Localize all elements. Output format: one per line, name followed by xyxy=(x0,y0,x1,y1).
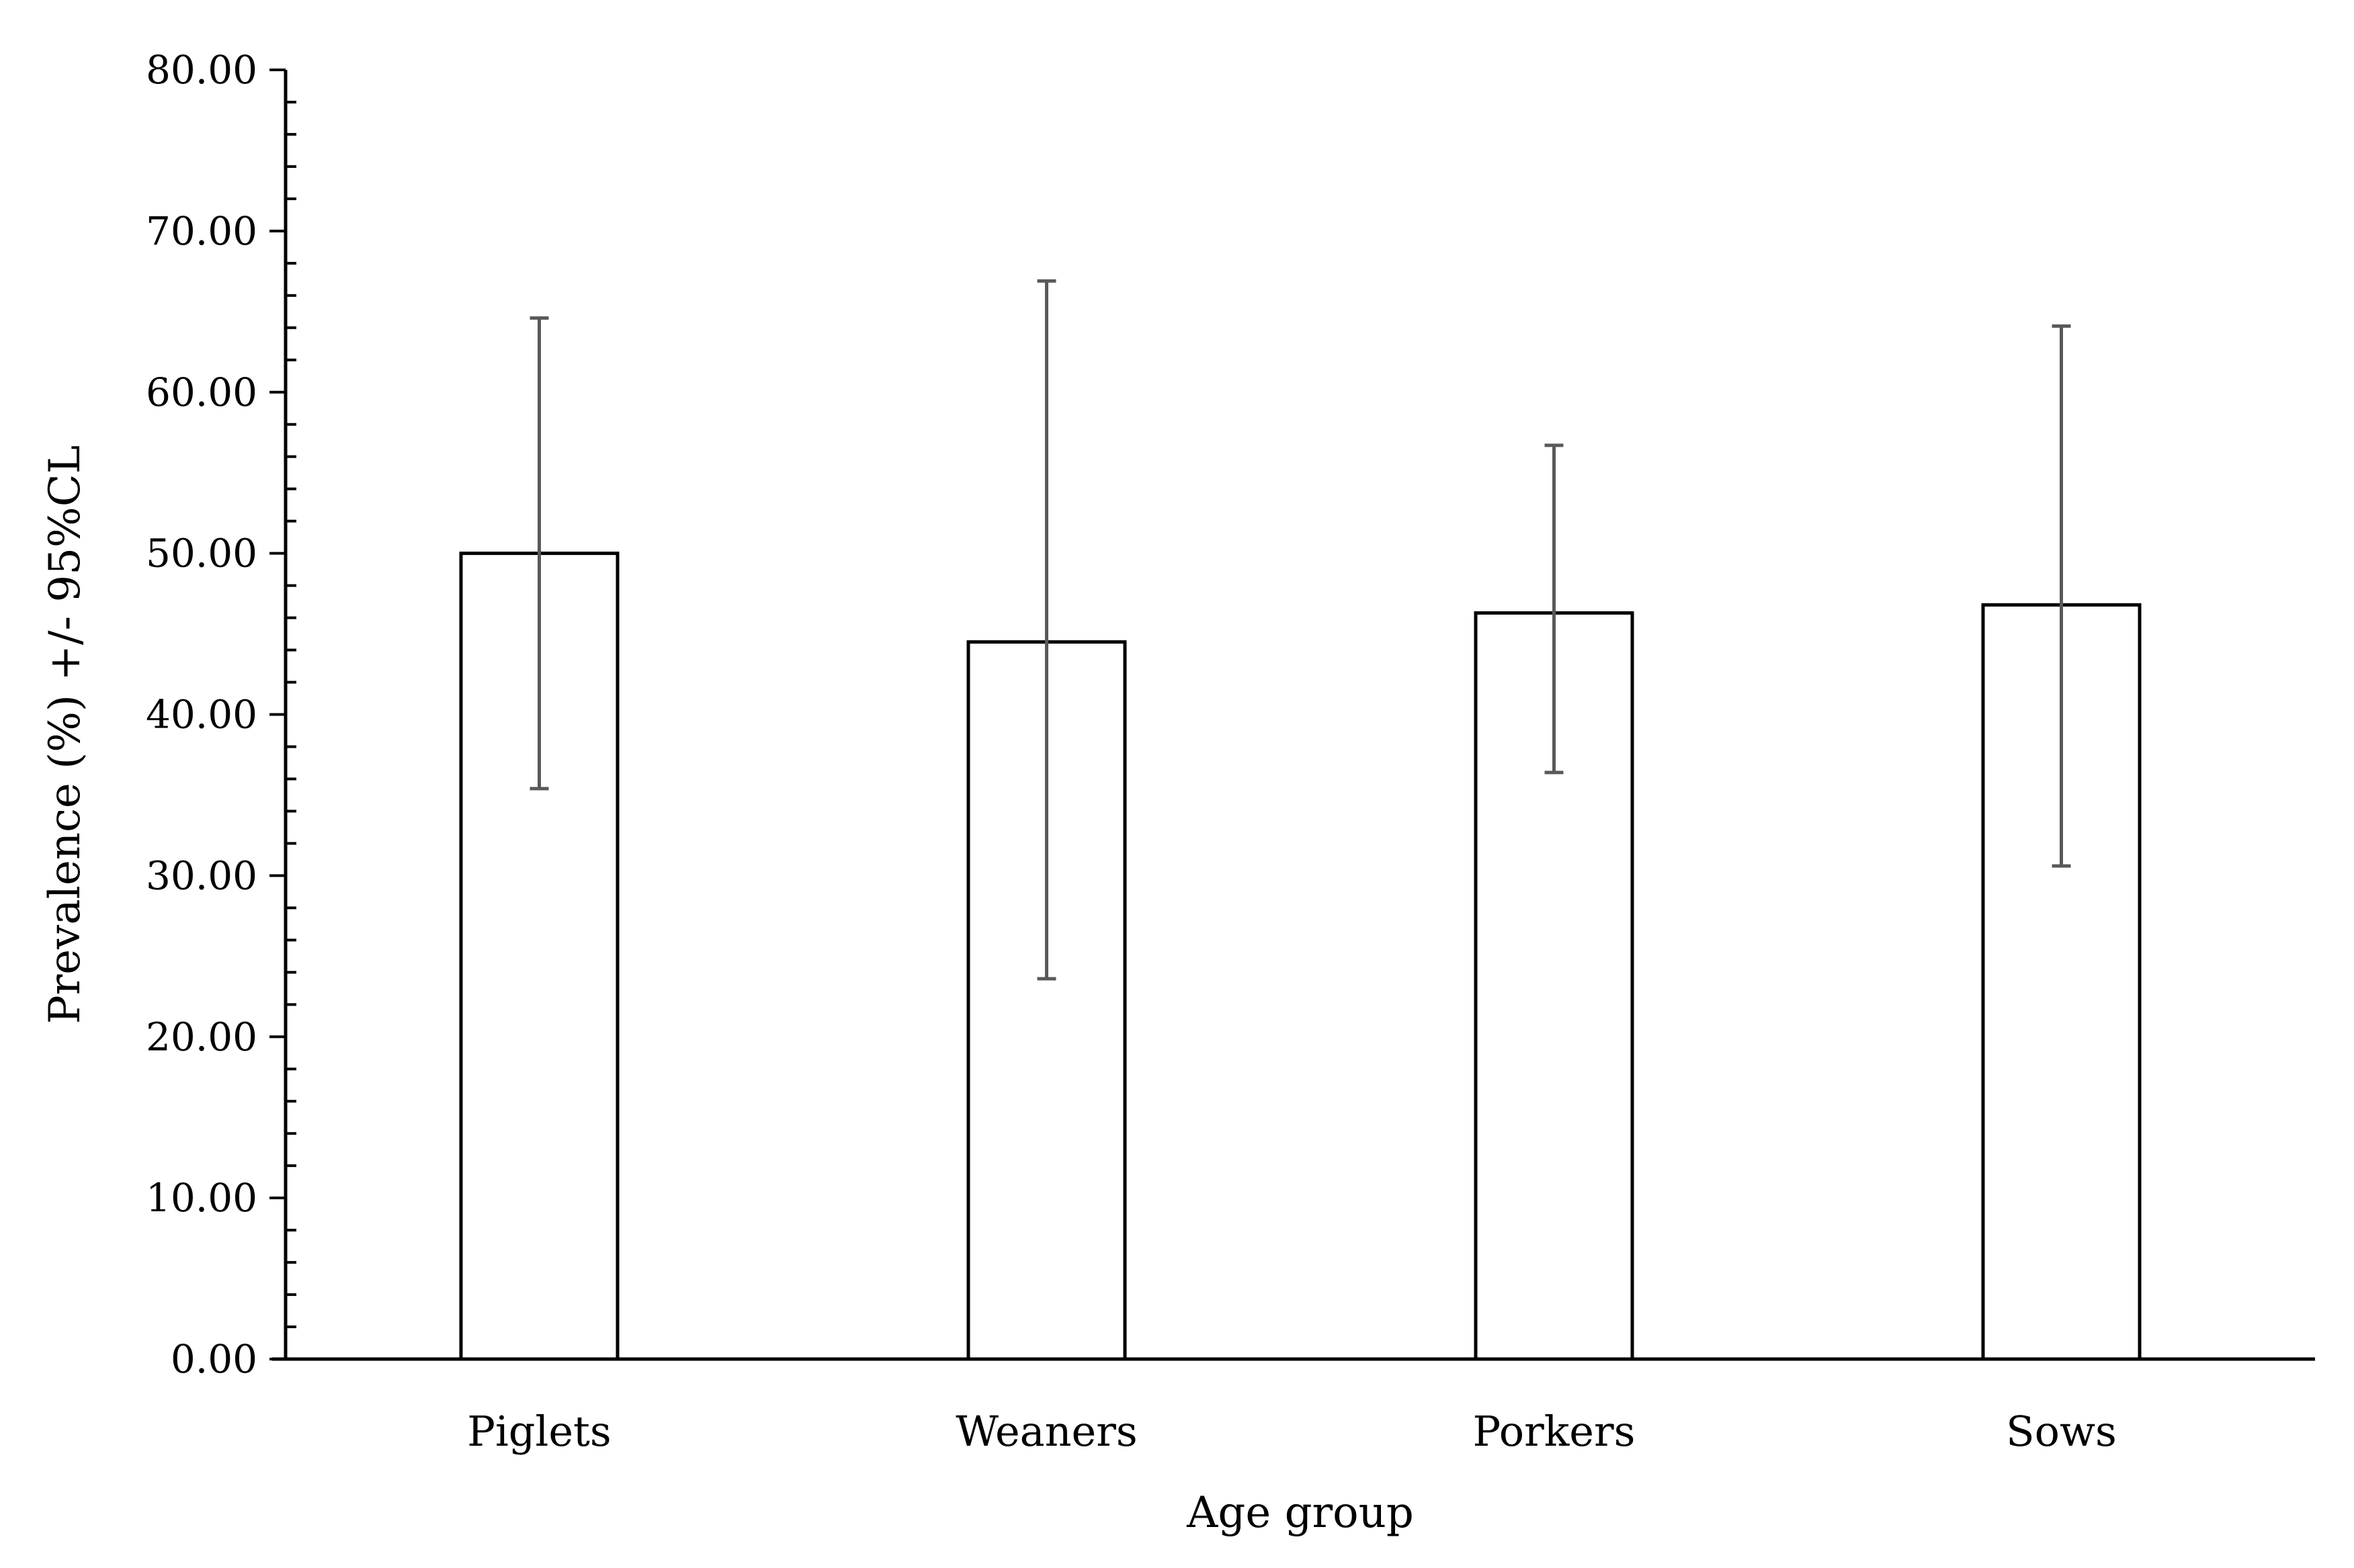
x-tick-label-weaners: Weaners xyxy=(956,1407,1137,1456)
y-tick-label: 50.00 xyxy=(146,531,257,576)
y-tick-label: 60.00 xyxy=(146,369,257,415)
y-axis-title: Prevalence (%) +/- 95%CL xyxy=(40,445,90,1024)
y-tick-label: 20.00 xyxy=(146,1014,257,1059)
x-tick-label-piglets: Piglets xyxy=(467,1407,612,1456)
y-axis-ticks xyxy=(269,69,296,1360)
y-tick-label: 10.00 xyxy=(146,1175,257,1221)
y-tick-label: 0.00 xyxy=(171,1336,257,1382)
x-tick-label-sows: Sows xyxy=(2006,1407,2117,1456)
y-axis-tick-labels: 0.00 10.00 20.00 30.00 40.00 50.00 60.00 70.00 8… xyxy=(146,47,257,1382)
y-tick-label: 70.00 xyxy=(146,208,257,254)
x-axis-category-labels: Piglets Weaners Porkers Sows xyxy=(467,1407,2117,1456)
y-tick-label: 30.00 xyxy=(146,853,257,898)
y-tick-label: 80.00 xyxy=(146,47,257,93)
error-bars xyxy=(530,279,2071,981)
x-tick-label-porkers: Porkers xyxy=(1473,1407,1636,1456)
bars xyxy=(459,552,2142,1361)
y-tick-label: 40.00 xyxy=(146,692,257,738)
x-axis-title: Age group xyxy=(1186,1488,1414,1538)
